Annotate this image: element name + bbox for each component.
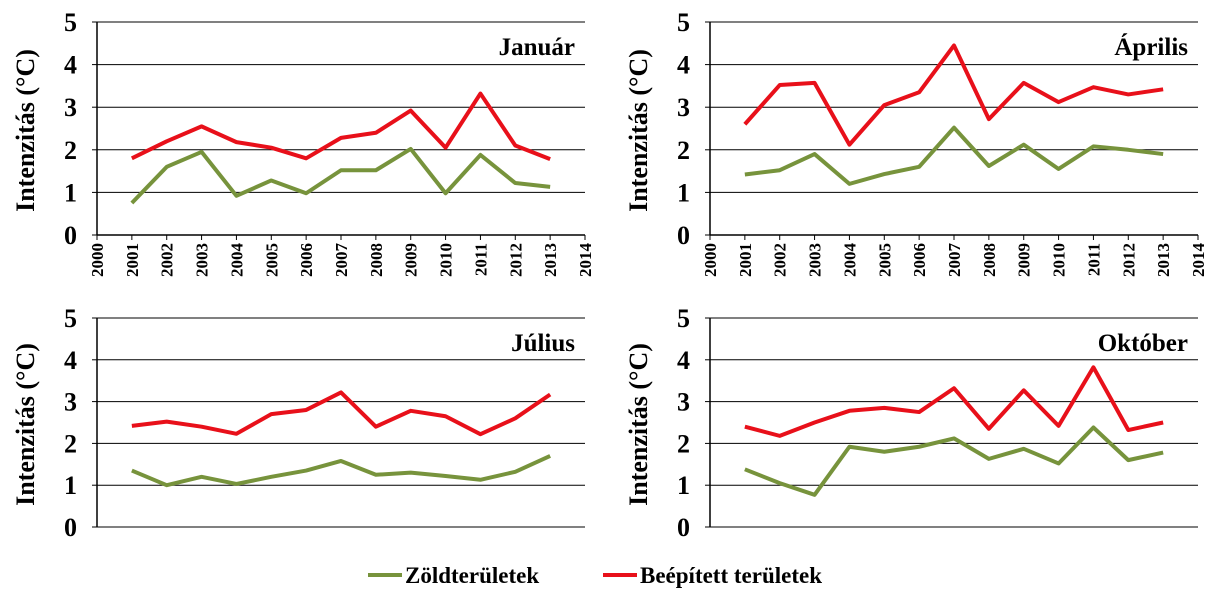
chart-title: Április xyxy=(1114,33,1188,61)
data-line xyxy=(130,146,551,205)
y-tick-label: 4 xyxy=(64,346,77,375)
y-axis-label: Intenzitás (°C) xyxy=(11,343,40,506)
data-line xyxy=(744,365,1164,438)
y-tick-label: 2 xyxy=(64,136,77,165)
x-tick-label: 2010 xyxy=(437,243,456,277)
y-tick-label: 0 xyxy=(677,513,690,542)
x-tick-label: 2008 xyxy=(980,243,999,277)
y-tick-label: 5 xyxy=(64,8,77,37)
data-line xyxy=(744,125,1164,186)
y-tick-label: 2 xyxy=(677,429,690,458)
y-tick-label: 5 xyxy=(64,304,77,333)
legend-label: Beépített területek xyxy=(640,563,822,588)
chart-title: Július xyxy=(511,330,575,357)
y-tick-label: 4 xyxy=(677,51,690,80)
x-tick-label: 2006 xyxy=(910,243,929,277)
y-axis-label: Intenzitás (°C) xyxy=(11,49,40,212)
x-tick-label: 2006 xyxy=(297,243,316,277)
x-tick-label: 2012 xyxy=(1119,243,1138,277)
data-line xyxy=(131,454,551,488)
chart-title: Január xyxy=(499,34,575,61)
x-tick-label: 2003 xyxy=(193,243,212,277)
y-tick-label: 2 xyxy=(677,136,690,165)
y-tick-label: 1 xyxy=(64,471,77,500)
y-tick-label: 5 xyxy=(677,304,690,333)
legend-label: Zöldterületek xyxy=(405,563,539,588)
x-tick-label: 2000 xyxy=(701,243,720,277)
y-tick-label: 2 xyxy=(64,429,77,458)
y-tick-label: 4 xyxy=(677,346,690,375)
x-tick-label: 2007 xyxy=(945,243,964,278)
data-line xyxy=(131,390,552,437)
y-tick-label: 3 xyxy=(677,388,690,417)
x-tick-label: 2011 xyxy=(471,243,490,276)
y-tick-label: 1 xyxy=(677,471,690,500)
x-tick-label: 2009 xyxy=(1015,243,1034,277)
x-tick-label: 2012 xyxy=(506,243,525,277)
x-tick-label: 2008 xyxy=(367,243,386,277)
x-tick-label: 2007 xyxy=(332,243,351,278)
y-tick-label: 3 xyxy=(64,93,77,122)
x-tick-label: 2001 xyxy=(736,243,755,277)
y-axis-label: Intenzitás (°C) xyxy=(624,49,653,212)
x-tick-label: 2011 xyxy=(1084,243,1103,276)
x-tick-label: 2005 xyxy=(262,243,281,277)
y-tick-label: 1 xyxy=(64,178,77,207)
x-tick-label: 2014 xyxy=(1189,243,1208,278)
x-tick-label: 2003 xyxy=(806,243,825,277)
x-tick-label: 2002 xyxy=(158,243,177,277)
data-line xyxy=(743,43,1164,147)
y-tick-label: 1 xyxy=(677,178,690,207)
chart-title: Október xyxy=(1098,330,1188,357)
data-line xyxy=(744,425,1164,497)
x-tick-label: 2010 xyxy=(1050,243,1069,277)
x-tick-label: 2002 xyxy=(771,243,790,277)
y-tick-label: 5 xyxy=(677,8,690,37)
y-tick-label: 3 xyxy=(64,388,77,417)
x-tick-label: 2013 xyxy=(541,243,560,277)
x-tick-label: 2004 xyxy=(840,243,859,278)
y-tick-label: 0 xyxy=(64,221,77,250)
x-tick-label: 2001 xyxy=(123,243,142,277)
y-tick-label: 4 xyxy=(64,51,77,80)
x-tick-label: 2000 xyxy=(88,243,107,277)
y-tick-label: 0 xyxy=(677,221,690,250)
y-tick-label: 3 xyxy=(677,93,690,122)
x-tick-label: 2013 xyxy=(1154,243,1173,277)
x-tick-label: 2005 xyxy=(875,243,894,277)
y-axis-label: Intenzitás (°C) xyxy=(624,343,653,506)
data-line xyxy=(130,91,551,162)
x-tick-label: 2009 xyxy=(402,243,421,277)
x-tick-label: 2014 xyxy=(576,243,595,278)
y-tick-label: 0 xyxy=(64,513,77,542)
x-tick-label: 2004 xyxy=(227,243,246,278)
